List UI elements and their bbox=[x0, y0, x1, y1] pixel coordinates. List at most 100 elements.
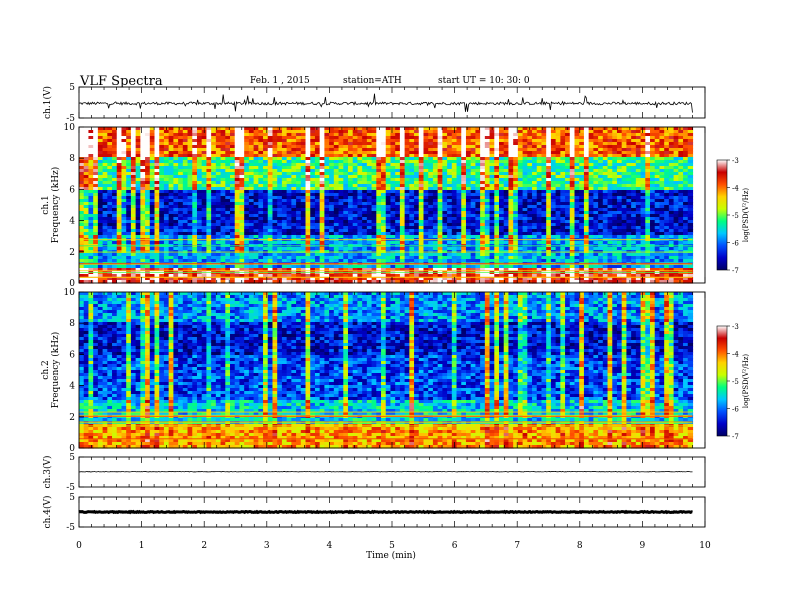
spectrogram-cell bbox=[343, 166, 349, 170]
spectrogram-cell bbox=[428, 193, 434, 197]
spectrogram-cell bbox=[314, 133, 321, 137]
spectrogram-cell bbox=[409, 187, 415, 191]
spectrogram-cell bbox=[93, 142, 99, 146]
spectrogram-cell bbox=[428, 187, 434, 191]
spectrogram-cell bbox=[366, 193, 373, 197]
spectrogram-cell bbox=[423, 154, 429, 158]
spectrogram-cell bbox=[239, 136, 245, 140]
spectrogram-cell bbox=[362, 133, 368, 137]
spectrogram-cell bbox=[343, 193, 349, 197]
spectrogram-cell bbox=[640, 193, 646, 197]
spectrogram-cell bbox=[541, 127, 547, 131]
spectrogram-cell bbox=[135, 178, 141, 182]
spectrogram-cell bbox=[494, 196, 500, 200]
spectrogram-cell bbox=[281, 133, 288, 137]
spectrogram-cell bbox=[687, 178, 694, 182]
spectrogram-cell bbox=[626, 172, 632, 176]
spectrogram-cell bbox=[258, 160, 264, 164]
spectrogram-cell bbox=[267, 151, 274, 155]
spectrogram-cell bbox=[602, 157, 609, 161]
spectrogram-cell bbox=[593, 130, 599, 134]
spectrogram-cell bbox=[352, 199, 359, 203]
spectrogram-cell bbox=[659, 142, 665, 146]
spectrogram-cell bbox=[347, 160, 354, 164]
spectrogram-cell bbox=[569, 166, 576, 170]
spectrogram-cell bbox=[659, 178, 665, 182]
spectrogram-cell bbox=[239, 145, 245, 149]
spectrogram-cell bbox=[338, 175, 344, 179]
spectrogram-cell bbox=[475, 190, 481, 194]
spectrogram-cell bbox=[376, 175, 382, 179]
spectrogram-cell bbox=[296, 148, 302, 152]
spectrogram-cell bbox=[494, 151, 500, 155]
spectrogram-cell bbox=[395, 163, 401, 167]
spectrogram-cell bbox=[664, 193, 670, 197]
spectrogram-cell bbox=[121, 169, 127, 173]
spectrogram-cell bbox=[225, 151, 231, 155]
spectrogram-cell bbox=[225, 157, 231, 161]
spectrogram-cell bbox=[286, 142, 292, 146]
spectrogram-cell bbox=[612, 130, 618, 134]
spectrogram-cell bbox=[154, 166, 160, 170]
spectrogram-cell bbox=[668, 172, 675, 176]
spectrogram-cell bbox=[112, 166, 118, 170]
spectrogram-cell bbox=[300, 166, 307, 170]
spectrogram-cell bbox=[362, 187, 368, 191]
spectrogram-cell bbox=[272, 199, 278, 203]
spectrogram-cell bbox=[650, 139, 656, 143]
spectrogram-cell bbox=[300, 145, 307, 149]
spectrogram-cell bbox=[664, 163, 670, 167]
spectrogram-cell bbox=[376, 163, 382, 167]
spectrogram-cell bbox=[621, 127, 628, 131]
spectrogram-cell bbox=[314, 181, 321, 185]
spectrogram-cell bbox=[305, 163, 311, 167]
spectrogram-cell bbox=[163, 136, 170, 140]
spectrogram-cell bbox=[555, 151, 561, 155]
spectrogram-cell bbox=[83, 169, 90, 173]
spectrogram-cell bbox=[565, 139, 571, 143]
spectrogram-cell bbox=[357, 139, 363, 143]
spectrogram-cell bbox=[116, 181, 123, 185]
spectrogram-cell bbox=[230, 148, 236, 152]
spectrogram-cell bbox=[296, 175, 302, 179]
spectrogram-cell bbox=[640, 169, 646, 173]
spectrogram-cell bbox=[182, 178, 189, 182]
spectrogram-cell bbox=[314, 136, 321, 140]
spectrogram-cell bbox=[121, 190, 127, 194]
spectrogram-cell bbox=[654, 169, 661, 173]
spectrogram-cell bbox=[343, 154, 349, 158]
spectrogram-cell bbox=[668, 166, 675, 170]
spectrogram-cell bbox=[602, 127, 609, 131]
spectrogram-cell bbox=[196, 202, 203, 206]
spectrogram-cell bbox=[517, 172, 524, 176]
spectrogram-cell bbox=[475, 169, 481, 173]
spectrogram-cell bbox=[517, 151, 524, 155]
spectrogram-cell bbox=[258, 169, 264, 173]
spectrogram-cell bbox=[300, 175, 307, 179]
spectrogram-cell bbox=[447, 127, 453, 131]
spectrogram-cell bbox=[215, 130, 222, 134]
spectrogram-cell bbox=[513, 142, 519, 146]
spectrogram-cell bbox=[513, 139, 519, 143]
spectrogram-cell bbox=[126, 187, 132, 191]
spectrogram-cell bbox=[390, 175, 396, 179]
spectrogram-cell bbox=[140, 136, 146, 140]
spectrogram-cell bbox=[329, 133, 335, 137]
spectrogram-cell bbox=[324, 139, 330, 143]
spectrogram-cell bbox=[437, 178, 443, 182]
spectrogram-cell bbox=[659, 157, 665, 161]
spectrogram-cell bbox=[272, 151, 278, 155]
spectrogram-cell bbox=[107, 145, 113, 149]
spectrogram-cell bbox=[263, 190, 269, 194]
spectrogram-cell bbox=[583, 187, 590, 191]
spectrogram-cell bbox=[286, 145, 292, 149]
spectrogram-cell bbox=[555, 199, 561, 203]
spectrogram-cell bbox=[499, 187, 505, 191]
spectrogram-cell bbox=[673, 151, 679, 155]
spectrogram-cell bbox=[631, 184, 637, 188]
spectrogram-cell bbox=[376, 151, 382, 155]
spectrogram-cell bbox=[555, 175, 561, 179]
spectrogram-cell bbox=[517, 139, 524, 143]
spectrogram-cell bbox=[206, 202, 212, 206]
spectrogram-cell bbox=[215, 166, 222, 170]
